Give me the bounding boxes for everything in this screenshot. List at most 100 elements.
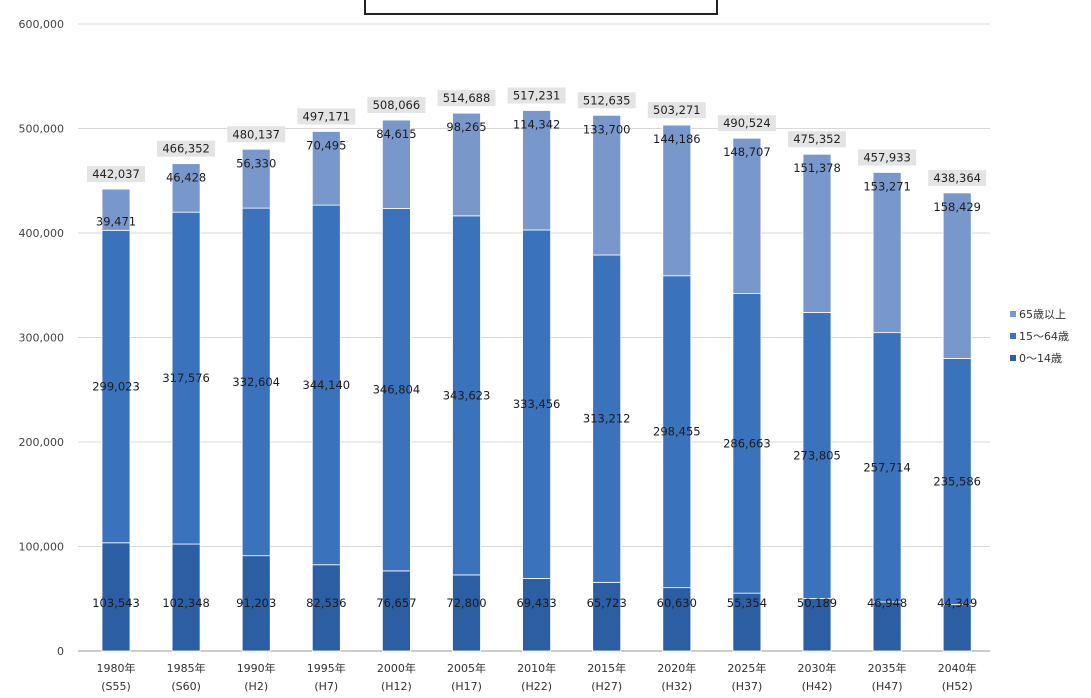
bar-segment [732, 137, 762, 294]
segment-label: 343,623 [443, 388, 491, 402]
legend-item-0-14: 0～14歳 [1010, 347, 1069, 369]
total-label-bg [647, 102, 706, 119]
total-label: 512,635 [583, 93, 631, 107]
segment-label: 298,455 [653, 425, 701, 439]
x-tick-sublabel: (H22) [521, 680, 552, 693]
bar-segment [592, 581, 622, 652]
x-tick-label: 2035年 [868, 661, 907, 675]
segment-label: 153,271 [863, 179, 911, 193]
bar-segment [662, 587, 692, 652]
segment-label: 55,354 [727, 596, 767, 610]
segment-label: 102,348 [162, 596, 210, 610]
bar-segment [872, 172, 902, 334]
segment-label: 70,495 [306, 138, 346, 152]
legend-item-15-64: 15～64歳 [1010, 325, 1069, 347]
legend-label: 15～64歳 [1019, 330, 1069, 343]
x-tick-sublabel: (H47) [872, 680, 903, 693]
total-label: 457,933 [863, 150, 911, 164]
x-tick-label: 2005年 [447, 661, 486, 675]
y-tick-label: 100,000 [19, 541, 65, 554]
total-label-bg [227, 126, 286, 143]
total-label-bg [157, 140, 216, 157]
segment-label: 235,586 [933, 475, 981, 489]
segment-label: 257,714 [863, 460, 911, 474]
bar-segment [311, 204, 341, 566]
total-label: 438,364 [933, 171, 981, 185]
x-tick-label: 1990年 [237, 661, 276, 675]
bar-segment [662, 124, 692, 277]
chart-title-box [364, 0, 718, 15]
x-tick-sublabel: (S55) [101, 680, 131, 693]
total-label: 517,231 [513, 88, 561, 102]
segment-label: 84,615 [376, 127, 416, 141]
segment-label: 91,203 [236, 596, 276, 610]
bar-segment [452, 574, 481, 652]
x-tick-sublabel: (H37) [731, 680, 762, 693]
segment-label: 144,186 [653, 132, 701, 146]
segment-label: 39,471 [96, 214, 136, 228]
x-tick-sublabel: (H32) [661, 680, 692, 693]
total-label-bg [928, 169, 987, 186]
segment-label: 317,576 [162, 371, 210, 385]
segment-label: 346,804 [373, 383, 421, 397]
bar-segment [802, 153, 832, 313]
segment-label: 60,630 [657, 596, 697, 610]
legend-swatch [1010, 355, 1016, 361]
bar-segment [592, 114, 622, 256]
total-label-bg [788, 131, 846, 148]
bar-segment [662, 275, 692, 589]
total-label: 475,352 [793, 132, 841, 146]
segment-label: 114,342 [513, 117, 561, 131]
x-tick-label: 2040年 [938, 661, 977, 675]
bar-segment [452, 112, 481, 217]
bar-segment [241, 148, 271, 209]
segment-label: 151,378 [793, 161, 841, 175]
bar-segment [522, 229, 551, 579]
segment-label: 56,330 [236, 156, 276, 170]
segment-label: 50,189 [797, 596, 837, 610]
total-label-bg [858, 149, 917, 166]
total-label: 514,688 [443, 91, 491, 105]
legend-label: 0～14歳 [1019, 352, 1062, 365]
total-label: 442,037 [92, 167, 140, 181]
total-label-bg [577, 92, 636, 109]
x-tick-sublabel: (H52) [942, 680, 973, 693]
x-tick-sublabel: (H17) [451, 680, 482, 693]
x-tick-sublabel: (H7) [314, 680, 338, 693]
bar-segment [942, 604, 972, 652]
x-tick-label: 2015年 [587, 661, 626, 675]
segment-label: 76,657 [376, 596, 416, 610]
x-tick-sublabel: (H2) [244, 680, 268, 693]
segment-label: 69,433 [516, 596, 556, 610]
y-tick-label: 500,000 [19, 123, 65, 136]
segment-label: 103,543 [92, 596, 140, 610]
segment-label: 44,349 [937, 596, 977, 610]
bar-segment [241, 207, 271, 557]
segment-label: 299,023 [92, 380, 140, 394]
bar-segment [101, 229, 131, 544]
total-label-bg [367, 97, 426, 114]
total-label-bg [717, 115, 776, 132]
segment-label: 46,428 [166, 171, 206, 185]
bar-segment [381, 208, 411, 572]
y-tick-label: 0 [57, 645, 64, 658]
bar-segment [171, 163, 201, 213]
total-label-bg [507, 87, 566, 104]
segment-label: 65,723 [587, 596, 627, 610]
bar-segment [381, 119, 411, 209]
y-tick-label: 400,000 [19, 227, 65, 240]
bar-segment [452, 215, 481, 576]
total-label: 497,171 [303, 109, 351, 123]
segment-label: 46,948 [867, 596, 907, 610]
bar-segment [311, 564, 341, 652]
segment-label: 82,536 [306, 596, 346, 610]
x-tick-label: 2030年 [798, 661, 837, 675]
bar-segment [311, 131, 341, 206]
y-tick-label: 300,000 [19, 332, 65, 345]
x-tick-label: 1980年 [97, 661, 136, 675]
y-tick-label: 600,000 [19, 18, 65, 31]
bars [101, 110, 972, 652]
bar-segment [732, 592, 762, 652]
total-label: 466,352 [162, 142, 210, 156]
